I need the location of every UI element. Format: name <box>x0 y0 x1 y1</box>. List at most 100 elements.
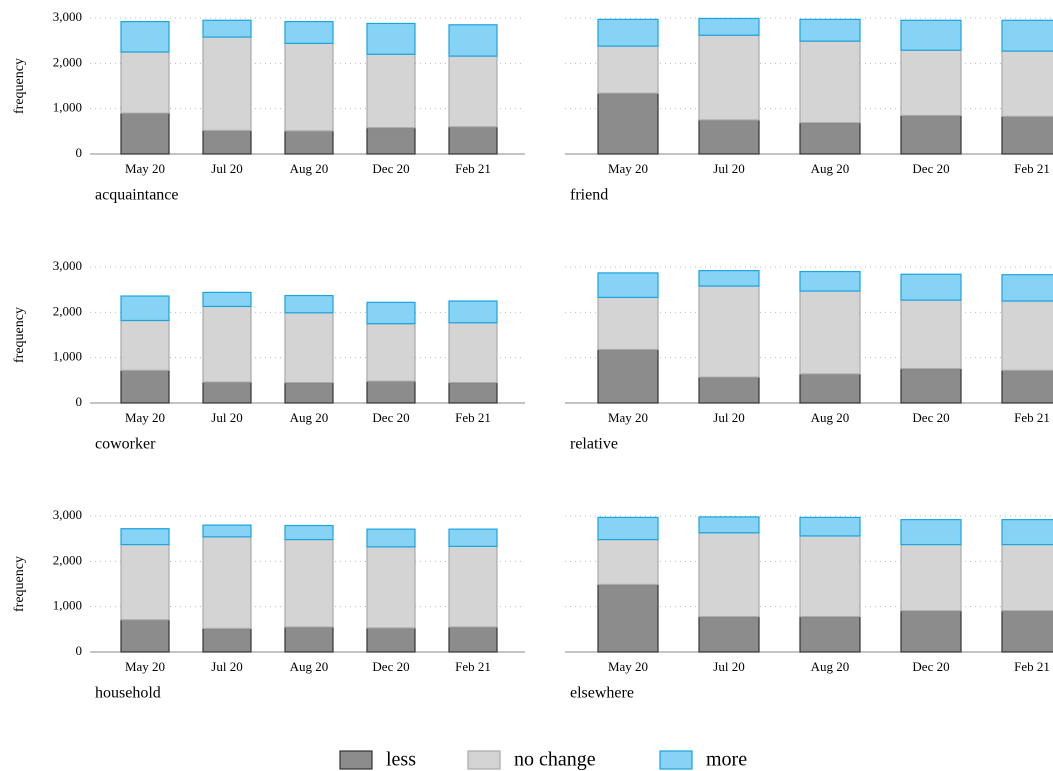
x-tick-label: Jul 20 <box>713 659 744 674</box>
bar-segment <box>448 24 498 57</box>
bar-segment <box>366 380 416 404</box>
y-tick-label: 2,000 <box>53 303 82 318</box>
bar-segment <box>900 49 962 117</box>
bar-segment <box>799 18 861 42</box>
x-tick-label: Dec 20 <box>912 410 949 425</box>
bar-segment <box>120 51 170 114</box>
bar-segment <box>1001 50 1053 117</box>
bar-segment <box>799 40 861 124</box>
bar-segment <box>120 619 170 653</box>
panel-title: coworker <box>95 436 156 453</box>
x-tick-label: Aug 20 <box>290 410 329 425</box>
bar-segment <box>448 626 498 653</box>
bar-segment <box>799 290 861 375</box>
y-tick-label: 1,000 <box>53 598 82 613</box>
x-tick-label: Aug 20 <box>290 161 329 176</box>
bar-segment <box>120 21 170 53</box>
y-tick-label: 0 <box>76 145 83 160</box>
bar-segment <box>799 516 861 537</box>
bar-segment <box>448 382 498 404</box>
bar-segment <box>366 546 416 629</box>
x-tick-label: Jul 20 <box>211 410 242 425</box>
bar-segment <box>120 543 170 621</box>
bar-segment <box>900 367 962 404</box>
x-tick-label: May 20 <box>608 161 648 176</box>
bar-segment <box>366 22 416 55</box>
bar-segment <box>202 291 252 308</box>
bar-segment <box>698 17 760 36</box>
bar-segment <box>448 300 498 324</box>
x-tick-label: Aug 20 <box>811 161 850 176</box>
bar-segment <box>698 119 760 155</box>
panel-title: acquaintance <box>95 187 179 204</box>
x-tick-label: Feb 21 <box>1014 659 1050 674</box>
y-tick-label: 3,000 <box>53 258 82 273</box>
bar-segment <box>284 130 334 155</box>
y-tick-label: 0 <box>76 394 83 409</box>
y-tick-label: 2,000 <box>53 552 82 567</box>
bar-segment <box>597 18 659 47</box>
bar-segment <box>1001 19 1053 52</box>
bar-segment <box>799 122 861 155</box>
x-tick-label: May 20 <box>608 410 648 425</box>
x-tick-label: Dec 20 <box>372 161 409 176</box>
panel-title: elsewhere <box>570 685 634 702</box>
legend-label: less <box>386 749 416 771</box>
bar-segment <box>448 528 498 547</box>
y-tick-label: 1,000 <box>53 100 82 115</box>
bar-segment <box>1001 610 1053 653</box>
x-tick-label: May 20 <box>125 161 165 176</box>
bar-segment <box>698 285 760 378</box>
bar-segment <box>1001 115 1053 155</box>
bar-segment <box>1001 300 1053 371</box>
y-axis-label: frequency <box>12 556 27 612</box>
bar-segment <box>698 34 760 121</box>
x-tick-label: Feb 21 <box>455 410 491 425</box>
bar-segment <box>284 382 334 404</box>
bar-segment <box>799 373 861 404</box>
y-tick-label: 3,000 <box>53 9 82 24</box>
bar-segment <box>597 583 659 653</box>
x-tick-label: Aug 20 <box>811 410 850 425</box>
x-tick-label: May 20 <box>125 659 165 674</box>
x-tick-label: May 20 <box>608 659 648 674</box>
bar-segment <box>284 524 334 541</box>
bar-segment <box>448 545 498 628</box>
bar-segment <box>202 36 252 132</box>
bar-segment <box>1001 369 1053 404</box>
bar-segment <box>366 627 416 653</box>
x-tick-label: Jul 20 <box>211 161 242 176</box>
bar-segment <box>900 114 962 155</box>
bar-segment <box>900 273 962 301</box>
bar-segment <box>202 524 252 538</box>
bar-segment <box>900 543 962 612</box>
bar-segment <box>120 528 170 546</box>
x-tick-label: Jul 20 <box>713 410 744 425</box>
bar-segment <box>366 53 416 129</box>
panel-title: relative <box>570 436 618 453</box>
x-tick-label: Dec 20 <box>912 659 949 674</box>
bar-segment <box>597 538 659 586</box>
bar-segment <box>900 610 962 653</box>
y-tick-label: 0 <box>76 643 83 658</box>
x-tick-label: Feb 21 <box>455 161 491 176</box>
bar-segment <box>799 616 861 653</box>
y-axis-label: frequency <box>12 307 27 363</box>
bar-segment <box>597 516 659 541</box>
bar-segment <box>366 528 416 548</box>
bar-segment <box>202 305 252 383</box>
legend-swatch <box>659 750 693 770</box>
bar-segment <box>202 381 252 404</box>
bar-segment <box>366 127 416 155</box>
x-tick-label: Jul 20 <box>713 161 744 176</box>
legend-swatch <box>467 750 501 770</box>
legend-label: more <box>706 749 747 771</box>
bar-segment <box>120 295 170 322</box>
bar-segment <box>202 627 252 653</box>
panel-title: household <box>95 685 161 702</box>
bar-segment <box>597 296 659 351</box>
x-tick-label: Feb 21 <box>1014 161 1050 176</box>
y-tick-label: 2,000 <box>53 54 82 69</box>
x-tick-label: Dec 20 <box>912 161 949 176</box>
